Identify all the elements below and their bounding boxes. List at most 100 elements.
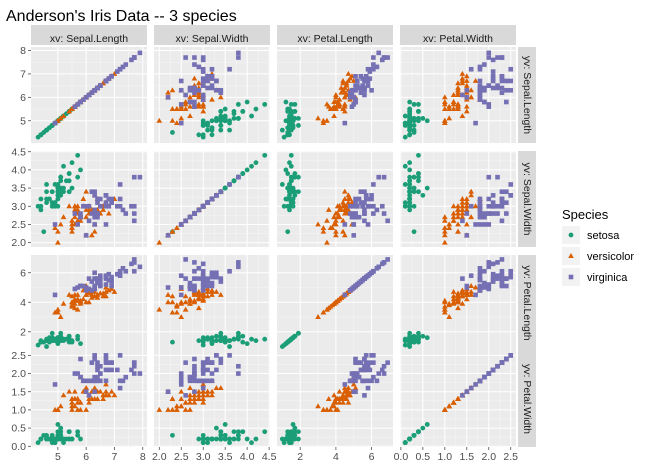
data-point-virginica: [477, 277, 483, 283]
data-point-virginica: [499, 189, 505, 195]
data-point-virginica: [236, 371, 241, 376]
data-point-virginica: [187, 214, 193, 220]
data-point-setosa: [279, 436, 285, 442]
row-strip: yv: Sepal.Length: [518, 47, 536, 143]
data-point-versicolor: [441, 117, 448, 123]
data-point-setosa: [44, 189, 49, 195]
data-point-virginica: [376, 50, 382, 56]
data-point-versicolor: [441, 94, 448, 100]
data-point-virginica: [192, 378, 197, 384]
data-point-setosa: [296, 330, 301, 336]
data-point-virginica: [499, 76, 505, 81]
data-point-versicolor: [315, 221, 321, 227]
data-point-setosa: [222, 106, 228, 112]
data-point-setosa: [227, 120, 232, 126]
data-point-virginica: [131, 218, 137, 224]
data-point-virginica: [353, 389, 358, 395]
data-point-virginica: [178, 102, 184, 107]
data-point-virginica: [486, 282, 492, 287]
row-strip-label: yv: Petal.Width: [521, 364, 533, 434]
data-point-setosa: [44, 127, 49, 133]
legend-label: versicolor: [587, 251, 634, 263]
data-point-virginica: [460, 276, 465, 281]
data-point-versicolor: [156, 117, 163, 123]
data-point-versicolor: [340, 106, 346, 111]
data-point-versicolor: [72, 214, 78, 220]
data-point-virginica: [83, 285, 89, 290]
data-point-setosa: [170, 130, 175, 135]
data-point-setosa: [218, 336, 224, 342]
data-point-virginica: [490, 85, 496, 91]
data-point-virginica: [95, 374, 100, 380]
data-point-virginica: [358, 90, 364, 95]
data-point-virginica: [214, 78, 219, 84]
data-point-virginica: [363, 193, 369, 198]
data-point-virginica: [460, 92, 465, 98]
data-point-versicolor: [441, 232, 448, 238]
data-point-virginica: [209, 280, 215, 286]
data-point-setosa: [262, 336, 268, 342]
data-point-versicolor: [450, 299, 457, 305]
data-point-virginica: [499, 85, 505, 91]
data-point-versicolor: [345, 70, 352, 76]
data-point-versicolor: [69, 228, 75, 234]
panel-points: [279, 257, 390, 349]
data-point-setosa: [78, 436, 83, 442]
data-point-versicolor: [66, 291, 73, 297]
data-point-virginica: [196, 88, 202, 93]
data-point-versicolor: [80, 296, 87, 302]
panel-points: [279, 353, 390, 446]
data-point-virginica: [362, 207, 367, 213]
data-point-versicolor: [327, 225, 334, 231]
data-point-virginica: [499, 268, 505, 274]
data-point-versicolor: [468, 87, 475, 93]
data-point-versicolor: [88, 232, 95, 238]
data-point-virginica: [131, 174, 137, 180]
data-point-virginica: [214, 274, 219, 280]
data-point-virginica: [385, 257, 390, 262]
data-point-versicolor: [468, 283, 475, 288]
data-point-versicolor: [100, 290, 106, 296]
panel-points: [279, 152, 390, 245]
data-point-setosa: [407, 189, 413, 195]
panel-grid: [31, 351, 147, 447]
data-point-setosa: [218, 123, 224, 128]
data-point-virginica: [165, 389, 171, 395]
data-point-virginica: [482, 211, 487, 216]
data-point-setosa: [231, 336, 237, 342]
panel-Petal.Length-vs-Petal.Width: [400, 255, 516, 351]
data-point-virginica: [183, 393, 188, 398]
data-point-virginica: [360, 203, 365, 209]
data-point-versicolor: [345, 199, 352, 205]
x-tick-label: 8: [140, 451, 146, 463]
data-point-virginica: [371, 62, 376, 67]
data-point-virginica: [95, 277, 100, 283]
data-point-virginica: [353, 356, 358, 362]
data-point-setosa: [279, 182, 285, 187]
data-point-virginica: [508, 66, 514, 72]
data-point-virginica: [192, 283, 197, 289]
data-point-virginica: [355, 83, 360, 88]
data-point-virginica: [98, 277, 103, 283]
data-point-setosa: [209, 118, 215, 124]
data-point-virginica: [117, 353, 123, 358]
data-point-setosa: [288, 200, 294, 206]
data-point-virginica: [477, 200, 483, 205]
data-point-virginica: [365, 378, 371, 384]
data-point-setosa: [55, 192, 61, 198]
data-point-virginica: [371, 360, 376, 365]
data-point-virginica: [367, 196, 373, 202]
data-point-setosa: [296, 123, 301, 128]
data-point-virginica: [381, 260, 387, 265]
data-point-versicolor: [94, 291, 101, 297]
data-point-versicolor: [69, 217, 75, 223]
data-point-versicolor: [169, 309, 176, 315]
data-point-virginica: [196, 207, 202, 213]
data-point-setosa: [227, 338, 232, 344]
y-tick-label: 5: [20, 115, 26, 127]
data-point-versicolor: [459, 113, 466, 119]
data-point-virginica: [504, 88, 509, 93]
data-point-virginica: [120, 64, 126, 70]
data-point-virginica: [482, 62, 487, 67]
data-point-virginica: [482, 99, 487, 105]
